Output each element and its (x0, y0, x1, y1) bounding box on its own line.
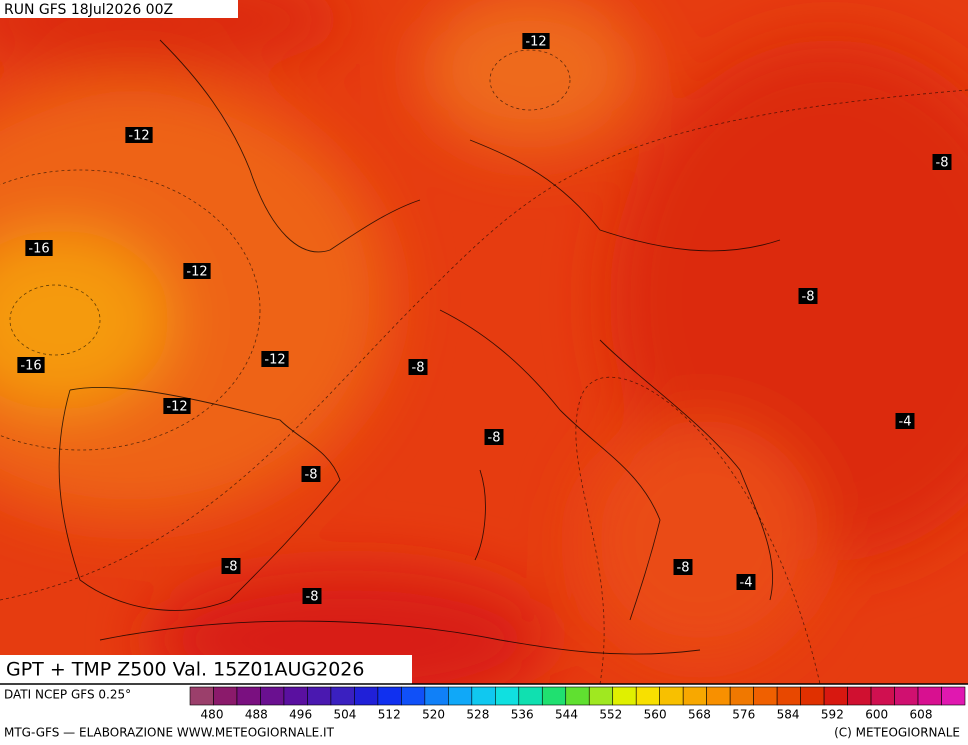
colorbar-tick-label: 520 (422, 708, 445, 722)
copyright-label: (C) METEOGIORNALE (834, 726, 960, 740)
contour-label: -16 (20, 359, 41, 374)
colorbar-swatch (917, 686, 942, 706)
contour-label-box (261, 351, 289, 367)
colorbar-swatch (424, 686, 449, 706)
colorbar-tick-label: 608 (910, 708, 933, 722)
credit-label: MTG-GFS — ELABORAZIONE WWW.METEOGIORNALE… (4, 726, 335, 740)
colorbar-tick-label: 496 (289, 708, 312, 722)
contour-label-box (798, 288, 818, 304)
colorbar-swatch (354, 686, 379, 706)
contour-label-box (163, 398, 191, 414)
contour-label-box (522, 33, 550, 49)
colorbar-swatch (659, 686, 684, 706)
contour-label: -8 (936, 156, 949, 171)
colorbar-swatch (776, 686, 801, 706)
contour-label-box (895, 413, 915, 429)
colorbar-swatch (448, 686, 473, 706)
colorbar-tick-label: 528 (466, 708, 489, 722)
contour-label-box (484, 429, 504, 445)
colorbar-swatch (706, 686, 731, 706)
colorbar-swatch (800, 686, 825, 706)
header-box (0, 0, 238, 18)
contour-label: -8 (306, 590, 319, 605)
colorbar-swatch (588, 686, 614, 706)
contour-label-box (932, 154, 952, 170)
colorbar-tick-label: 592 (821, 708, 844, 722)
colorbar-tick-label: 536 (511, 708, 534, 722)
colorbar-tick-label: 488 (245, 708, 268, 722)
colorbar-swatch (612, 686, 637, 706)
colorbar-swatch (260, 686, 285, 706)
contour-label: -12 (264, 353, 285, 368)
colorbar-tick-label: 584 (777, 708, 800, 722)
colorbar-swatch (753, 686, 778, 706)
contour-label: -8 (802, 290, 815, 305)
contour-label: -8 (305, 468, 318, 483)
colorbar-swatch (518, 686, 543, 706)
contour-label-box (17, 357, 45, 373)
contour-label: -12 (128, 129, 149, 144)
map-title: GPT + TMP Z500 Val. 15Z01AUG2026 (6, 659, 364, 681)
colorbar-tick-label: 576 (732, 708, 755, 722)
colorbar-swatch (682, 686, 707, 706)
colorbar-swatch (236, 686, 261, 706)
colorbar-swatch (870, 686, 895, 706)
contour-label-box (301, 466, 321, 482)
colorbar-swatch (894, 686, 919, 706)
colorbar-swatch (213, 686, 238, 706)
map-field (0, 0, 968, 684)
colorbar-swatch (635, 686, 660, 706)
colorbar-swatch (541, 686, 567, 706)
colorbar-tick-label: 512 (378, 708, 401, 722)
run-label: RUN GFS 18Jul2026 00Z (4, 2, 173, 18)
contour-label: -12 (525, 35, 546, 50)
colorbar-tick-label: 504 (333, 708, 356, 722)
colorbar-swatch (823, 686, 848, 706)
source-label: DATI NCEP GFS 0.25° (4, 688, 131, 702)
colorbar-swatch (307, 686, 332, 706)
contour-labels: -12 -12 -8 -16 -12 -8 -16 -12 -8 -12 -4 -8 -8 -8 -8 -4 -… (17, 33, 952, 605)
contour-label: -16 (28, 242, 49, 257)
contour-label-box (25, 240, 53, 256)
colorbar-swatch (471, 686, 496, 706)
contour-label: -12 (186, 265, 207, 280)
contour-label: -8 (677, 561, 690, 576)
colorbar-swatch (565, 686, 590, 706)
colorbar-swatch (401, 686, 426, 706)
contour-label: -12 (166, 400, 187, 415)
colorbar-swatch (283, 686, 308, 706)
contour-label: -8 (225, 560, 238, 575)
colorbar-tick-label: 560 (644, 708, 667, 722)
colorbar-swatch (729, 686, 754, 706)
colorbar-swatch (189, 686, 214, 706)
colorbar: 480 488 496 504 512 520 528 536 544 552 560 568 576 5… (189, 686, 966, 722)
contour-label-box (183, 263, 211, 279)
colorbar-tick-label: 568 (688, 708, 711, 722)
colorbar-tick-label: 544 (555, 708, 578, 722)
contour-label-box (673, 559, 693, 575)
contour-label: -8 (488, 431, 501, 446)
contour-label-box (221, 558, 241, 574)
colorbar-tick-label: 552 (599, 708, 622, 722)
contour-label-box (408, 359, 428, 375)
contour-label: -4 (740, 576, 753, 591)
colorbar-tick-label: 480 (201, 708, 224, 722)
contour-label-box (302, 588, 322, 604)
colorbar-swatch (330, 686, 355, 706)
colorbar-swatch (847, 686, 872, 706)
contour-label-box (736, 574, 756, 590)
title-box (0, 655, 412, 684)
contour-label: -4 (899, 415, 912, 430)
colorbar-tick-label: 600 (865, 708, 888, 722)
contour-label-box (125, 127, 153, 143)
contour-label: -8 (412, 361, 425, 376)
colorbar-swatch (941, 686, 966, 706)
colorbar-swatch (495, 686, 520, 706)
colorbar-swatch (377, 686, 402, 706)
